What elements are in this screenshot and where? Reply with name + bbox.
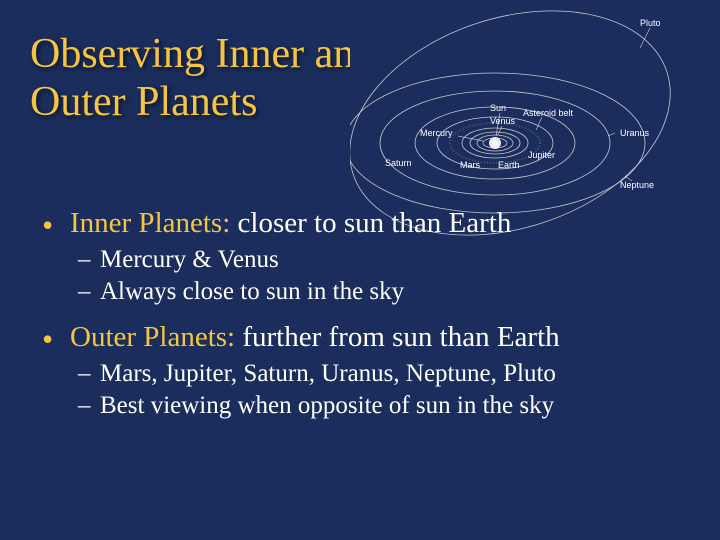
label-mercury: Mercury (420, 128, 453, 138)
outer-sub-list: Mars, Jupiter, Saturn, Uranus, Neptune, … (70, 358, 670, 423)
slide-title: Observing Inner and Outer Planets (30, 30, 390, 127)
outer-planets-highlight: Outer Planets: (70, 321, 235, 353)
label-neptune: Neptune (620, 180, 654, 190)
label-saturn: Saturn (385, 158, 412, 168)
label-sun: Sun (490, 103, 506, 113)
outer-sub-2: Best viewing when opposite of sun in the… (100, 390, 670, 423)
outer-sub-1: Mars, Jupiter, Saturn, Uranus, Neptune, … (100, 358, 670, 391)
outer-planets-text: further from sun than Earth (235, 321, 560, 353)
label-pluto: Pluto (640, 18, 661, 28)
inner-planets-highlight: Inner Planets: (70, 207, 230, 239)
inner-sub-2: Always close to sun in the sky (100, 276, 670, 309)
inner-sub-list: Mercury & Venus Always close to sun in t… (70, 244, 670, 309)
bullet-outer-planets: Outer Planets: further from sun than Ear… (70, 321, 670, 423)
inner-planets-text: closer to sun than Earth (230, 207, 511, 239)
slide-container: Observing Inner and Outer Planets Sun Me… (0, 0, 720, 540)
main-bullet-list: Inner Planets: closer to sun than Earth … (30, 207, 670, 423)
label-uranus: Uranus (620, 128, 650, 138)
label-earth: Earth (498, 160, 520, 170)
label-mars: Mars (460, 160, 480, 170)
bullet-inner-planets: Inner Planets: closer to sun than Earth … (70, 207, 670, 309)
label-venus: Venus (490, 116, 516, 126)
slide-content: Inner Planets: closer to sun than Earth … (30, 207, 670, 423)
label-jupiter: Jupiter (528, 150, 555, 160)
label-asteroid: Asteroid belt (523, 108, 574, 118)
inner-sub-1: Mercury & Venus (100, 244, 670, 277)
